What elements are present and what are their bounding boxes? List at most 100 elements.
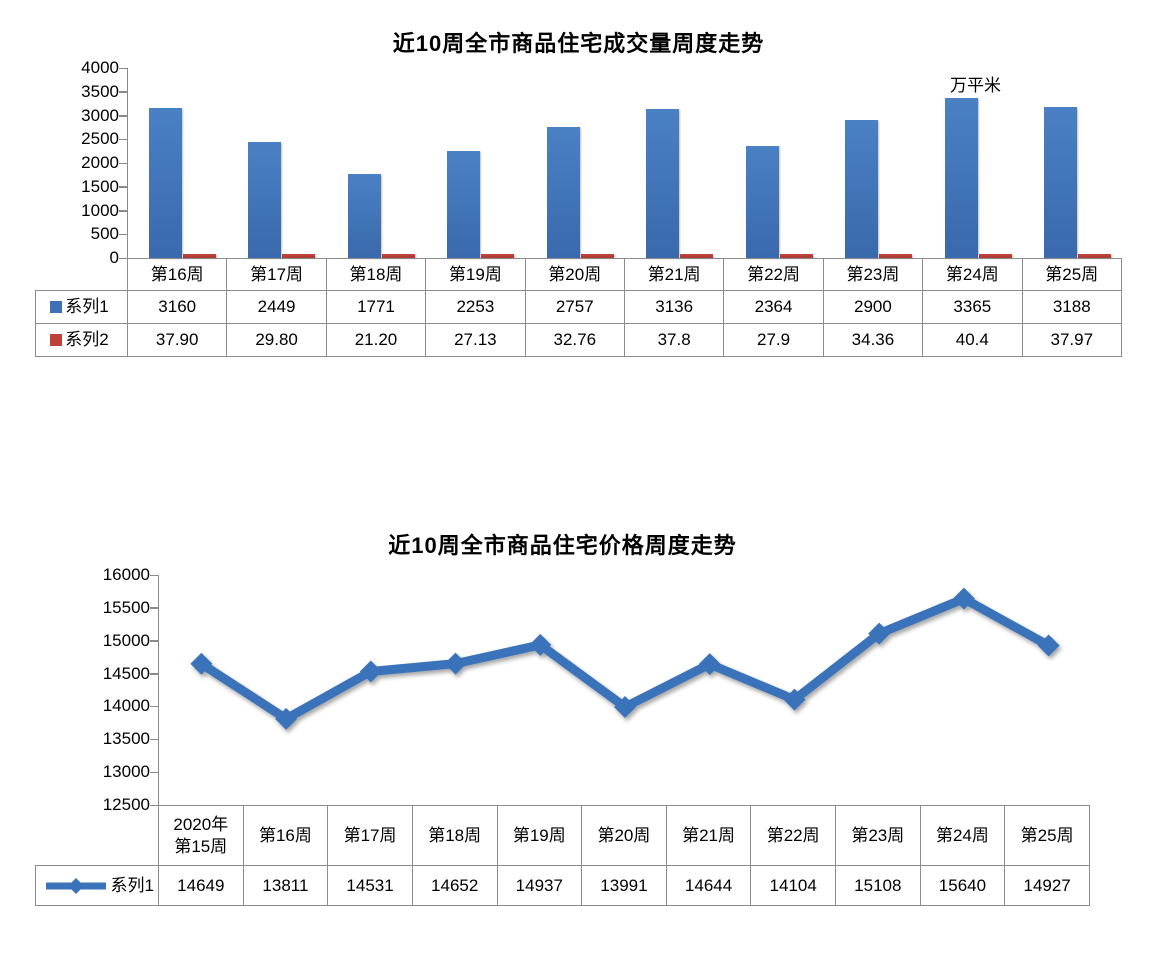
y-tick-mark (150, 771, 158, 774)
bar-系列1-第22周 (745, 145, 779, 258)
category-header: 第24周 (919, 805, 1006, 866)
y-tick-label: 500 (90, 224, 119, 244)
category-header: 第22周 (723, 258, 824, 291)
y-tick-mark (119, 138, 127, 141)
value-cell: 14649 (158, 865, 244, 906)
category-header: 第25周 (1004, 805, 1090, 866)
y-tick-label: 4000 (81, 58, 119, 77)
bar-系列2-第17周 (282, 254, 316, 258)
table-row: 系列1 3160 2449 1771 2253 2757 3136 2364 2900 3365 3… (35, 290, 1123, 324)
value-cell: 29.80 (226, 323, 327, 357)
data-point-marker-第22周 (783, 688, 806, 711)
legend-series-name: 系列1 (65, 297, 109, 317)
volume-chart-title: 近10周全市商品住宅成交量周度走势 (392, 31, 765, 56)
y-tick-label: 16000 (102, 565, 150, 584)
data-point-marker-第19周 (529, 633, 552, 656)
price-plot-area (150, 574, 1090, 806)
table-header-row: 2020年 第15周 第16周 第17周 第18周 第19周 第20周 第21周 第22周 第2… (36, 805, 1090, 866)
y-tick-mark (119, 115, 127, 117)
y-tick-mark (119, 186, 127, 188)
bar-系列2-第16周 (182, 254, 216, 258)
y-tick-mark (150, 607, 158, 609)
y-tick-mark (119, 162, 127, 164)
bar-系列1-第19周 (447, 150, 481, 258)
legend-line-marker-icon (45, 877, 106, 894)
y-tick-label: 14500 (102, 663, 150, 683)
y-tick-label: 2000 (81, 153, 119, 172)
y-tick-label: 12500 (102, 795, 150, 814)
y-tick-mark (150, 673, 158, 675)
value-cell: 21.20 (325, 323, 427, 357)
price-data-table: 2020年 第15周 第16周 第17周 第18周 第19周 第20周 第21周 第22周 第2… (35, 805, 1090, 906)
price-chart-title: 近10周全市商品住宅价格周度走势 (388, 533, 737, 558)
value-cell: 3365 (922, 290, 1023, 324)
value-cell: 3188 (1021, 290, 1123, 324)
category-header: 第18周 (325, 258, 427, 291)
y-tick-mark (150, 738, 158, 741)
value-cell: 15108 (835, 865, 921, 906)
value-cell: 34.36 (822, 323, 924, 357)
value-cell: 2449 (226, 290, 327, 324)
bar-系列2-第20周 (580, 254, 614, 258)
y-tick-label: 15000 (102, 630, 150, 650)
bar-系列1-第23周 (845, 120, 879, 258)
value-cell: 37.8 (623, 323, 725, 357)
category-header: 第16周 (126, 258, 228, 291)
value-cell: 2253 (425, 290, 526, 324)
category-header: 第20周 (581, 805, 667, 866)
category-header: 第17周 (226, 258, 327, 291)
bar-系列1-第18周 (347, 173, 381, 258)
y-tick-mark (119, 67, 127, 69)
category-header: 第22周 (750, 805, 836, 866)
category-header: 第20周 (524, 258, 625, 291)
legend-key: 系列2 (37, 329, 127, 350)
bar-系列2-第23周 (879, 254, 913, 258)
y-tick-mark (150, 574, 158, 576)
bar-系列2-第22周 (779, 254, 813, 258)
value-cell: 37.90 (126, 323, 228, 357)
y-tick-label: 1000 (81, 200, 119, 220)
data-point-marker-2020年第15周 (190, 652, 213, 675)
table-row: 系列1 14649 13811 14531 14652 14937 13991 14644 14… (35, 865, 1090, 906)
bar-系列1-第24周 (944, 98, 978, 258)
legend-cell: 系列1 (35, 865, 159, 906)
value-cell: 14531 (327, 865, 413, 906)
value-cell: 14937 (496, 865, 583, 906)
unit-annotation: 万平米 (950, 76, 1001, 95)
legend-cell: 系列1 (35, 290, 128, 324)
y-tick-label: 15500 (102, 597, 150, 617)
data-point-marker-第21周 (698, 653, 721, 676)
data-point-marker-第23周 (868, 622, 891, 645)
legend-series-name: 系列1 (110, 875, 154, 895)
y-tick-label: 3000 (81, 105, 119, 125)
data-point-marker-第20周 (614, 696, 636, 719)
category-header: 第19周 (425, 258, 526, 291)
category-header: 第25周 (1021, 258, 1123, 291)
value-cell: 14104 (750, 865, 836, 906)
value-cell: 13991 (581, 865, 667, 906)
legend-square-icon (50, 301, 63, 313)
y-tick-label: 13500 (102, 729, 150, 749)
table-row: 系列2 37.90 29.80 21.20 27.13 32.76 37.8 27.9 34.3… (35, 323, 1123, 357)
category-header: 第23周 (835, 805, 921, 866)
value-cell: 14644 (665, 865, 752, 906)
value-cell: 2757 (524, 290, 625, 324)
price-line-svg (190, 587, 1060, 730)
category-header: 第19周 (496, 805, 583, 866)
bar-系列1-第21周 (646, 109, 680, 258)
category-header: 第23周 (822, 258, 924, 291)
value-cell: 37.97 (1021, 323, 1123, 357)
bar-系列2-第21周 (680, 254, 714, 258)
bar-系列2-第18周 (381, 254, 415, 258)
volume-plot-area (119, 67, 1122, 259)
category-header: 第24周 (922, 258, 1023, 291)
value-cell: 2900 (822, 290, 924, 324)
y-tick-mark (150, 705, 158, 708)
data-point-marker-第25周 (1037, 634, 1060, 657)
value-cell: 15640 (919, 865, 1006, 906)
volume-y-axis: 4000 3500 3000 2500 2000 1500 1000 500 0 (35, 58, 119, 267)
category-header: 第18周 (411, 805, 498, 866)
value-cell: 1771 (325, 290, 427, 324)
bar-系列1-第17周 (248, 141, 282, 258)
